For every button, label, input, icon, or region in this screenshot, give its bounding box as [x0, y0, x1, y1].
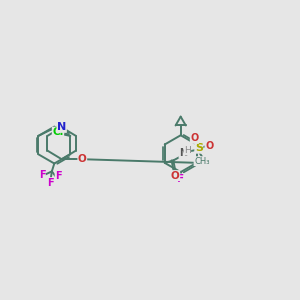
Text: Cl: Cl	[52, 127, 64, 137]
Text: F: F	[47, 178, 54, 188]
Text: S: S	[195, 143, 203, 153]
Text: F: F	[177, 174, 184, 184]
Text: N: N	[57, 122, 66, 132]
Text: H: H	[184, 146, 191, 155]
Text: O: O	[190, 133, 199, 143]
Text: F: F	[39, 169, 45, 179]
Text: O: O	[78, 154, 87, 164]
Text: O: O	[205, 141, 213, 151]
Text: O: O	[171, 171, 180, 181]
Text: N: N	[179, 148, 187, 158]
Text: CH₃: CH₃	[194, 157, 209, 166]
Text: F: F	[55, 171, 62, 181]
